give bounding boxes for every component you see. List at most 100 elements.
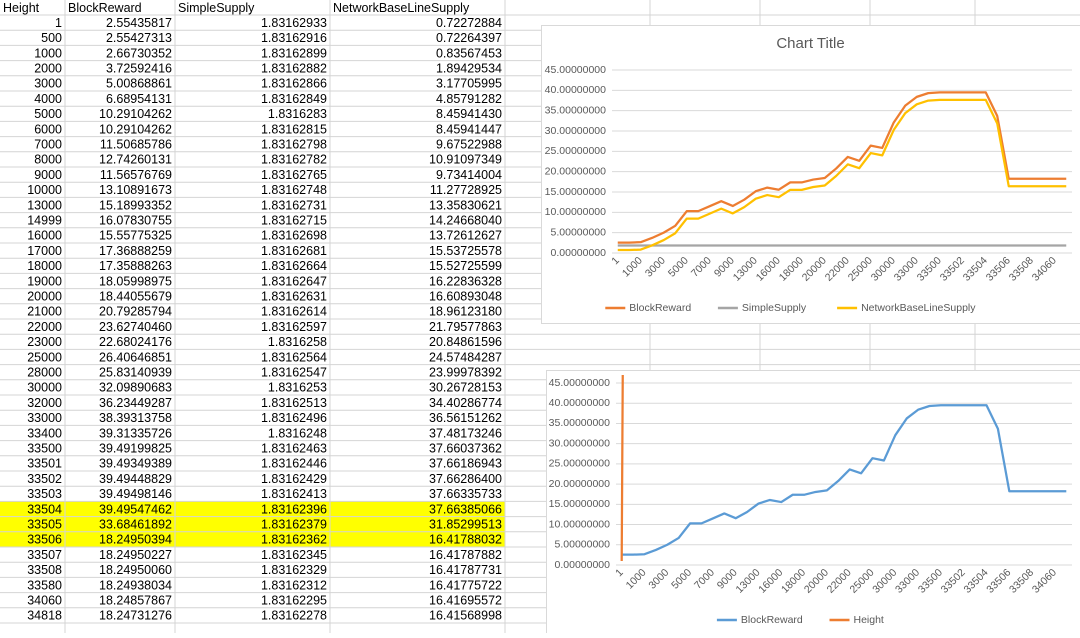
cell: 16.41787731 <box>429 563 502 577</box>
cell: 39.49448829 <box>99 472 172 486</box>
cell: 15.52725599 <box>429 259 502 273</box>
cell: 1 <box>55 16 62 30</box>
y-tick-label: 5.00000000 <box>551 226 607 238</box>
cell: 1.83162362 <box>261 533 327 547</box>
cell: 18000 <box>27 259 62 273</box>
cell: 4000 <box>34 92 62 106</box>
cell: 16.07830755 <box>99 213 172 227</box>
cell: 1.83162597 <box>261 320 327 334</box>
cell: 1.83162899 <box>261 46 327 60</box>
cell: 16.41775722 <box>429 578 502 592</box>
cell: 33500 <box>27 441 62 455</box>
cell: 0.72272884 <box>436 16 502 30</box>
cell: 21.79577863 <box>429 320 502 334</box>
y-tick-label: 15.00000000 <box>549 498 610 510</box>
cell: 33505 <box>27 517 62 531</box>
y-tick-label: 10.00000000 <box>545 206 606 218</box>
cell: 0.72264397 <box>436 31 502 45</box>
cell: 33580 <box>27 578 62 592</box>
cell: 1.83162547 <box>261 365 327 379</box>
y-tick-label: 45.00000000 <box>545 64 606 76</box>
cell: 11.50685786 <box>100 137 172 151</box>
cell: 16.41568998 <box>429 609 502 623</box>
cell: 19000 <box>27 274 62 288</box>
y-tick-label: 30.00000000 <box>545 125 606 137</box>
cell: 6000 <box>34 122 62 136</box>
cell: 15.53725578 <box>429 244 502 258</box>
legend-label: Height <box>854 614 884 626</box>
cell: 33501 <box>27 457 62 471</box>
y-tick-label: 0.00000000 <box>555 559 611 571</box>
y-tick-label: 15.00000000 <box>545 186 606 198</box>
cell: 13.35830621 <box>429 198 502 212</box>
cell: 1.83162798 <box>261 137 327 151</box>
cell: 33508 <box>27 563 62 577</box>
cell: 37.48173246 <box>429 426 502 440</box>
cell: 8000 <box>34 153 62 167</box>
cell: 14.24668040 <box>429 213 502 227</box>
cell: 33502 <box>27 472 62 486</box>
cell: 13.10891673 <box>99 183 172 197</box>
cell: 500 <box>41 31 62 45</box>
chart-box <box>547 371 1080 634</box>
cell: 16.41695572 <box>429 593 502 607</box>
cell: 25000 <box>27 350 62 364</box>
cell: 1.83162312 <box>261 578 327 592</box>
cell: 11.56576769 <box>100 168 172 182</box>
cell: 18.24950394 <box>99 533 172 547</box>
cell: 15.55775325 <box>99 229 172 243</box>
cell: 30000 <box>27 381 62 395</box>
cell: 1.83162345 <box>261 548 327 562</box>
y-tick-label: 20.00000000 <box>545 165 606 177</box>
cell: 3000 <box>34 77 62 91</box>
cell: 26.40646851 <box>99 350 172 364</box>
cell: 1.83162631 <box>261 289 327 303</box>
cell: 16.41788032 <box>429 533 502 547</box>
y-tick-label: 20.00000000 <box>549 478 610 490</box>
cell: 1000 <box>34 46 62 60</box>
cell: 24.57484287 <box>429 350 502 364</box>
y-tick-label: 45.00000000 <box>549 377 610 389</box>
cell: 37.66335733 <box>429 487 502 501</box>
cell: 16.60893048 <box>429 289 502 303</box>
cell: 1.83162295 <box>261 593 327 607</box>
cell: 1.83162446 <box>261 457 327 471</box>
cell: 1.83162647 <box>261 274 327 288</box>
cell: 4.85791282 <box>436 92 502 106</box>
cell: 37.66186943 <box>429 457 502 471</box>
cell: 1.83162882 <box>261 61 327 75</box>
cell: 6.68954131 <box>106 92 172 106</box>
cell: 1.83162866 <box>261 77 327 91</box>
cell: 16.41787882 <box>429 548 502 562</box>
y-tick-label: 40.00000000 <box>545 84 606 96</box>
cell: 17000 <box>27 244 62 258</box>
cell: 1.8316283 <box>268 107 327 121</box>
cell: 1.83162681 <box>261 244 327 258</box>
cell: 18.24950227 <box>99 548 172 562</box>
cell: 23.62740460 <box>99 320 172 334</box>
cell: 9.67522988 <box>436 137 502 151</box>
cell: 13.72612627 <box>429 229 502 243</box>
cell: 7000 <box>34 137 62 151</box>
cell: 10.29104262 <box>99 122 172 136</box>
cell: 1.83162698 <box>261 229 327 243</box>
cell: 1.83162513 <box>261 396 327 410</box>
cell: 1.83162849 <box>261 92 327 106</box>
cell: 20.79285794 <box>99 305 172 319</box>
cell: 22000 <box>27 320 62 334</box>
cell: 18.24857867 <box>99 593 172 607</box>
cell: 2.55427313 <box>106 31 172 45</box>
cell: 9.73414004 <box>436 168 502 182</box>
cell: 32.09890683 <box>99 381 172 395</box>
cell: 18.44055679 <box>99 289 172 303</box>
cell: 2.66730352 <box>106 46 172 60</box>
cell: 18.96123180 <box>429 305 502 319</box>
cell: 1.83162329 <box>261 563 327 577</box>
cell: 16.22836328 <box>429 274 502 288</box>
cell: 10000 <box>27 183 62 197</box>
cell: 3.72592416 <box>106 61 172 75</box>
cell: 17.35888263 <box>99 259 172 273</box>
cell: 2.55435817 <box>106 16 172 30</box>
cell: 16000 <box>27 229 62 243</box>
